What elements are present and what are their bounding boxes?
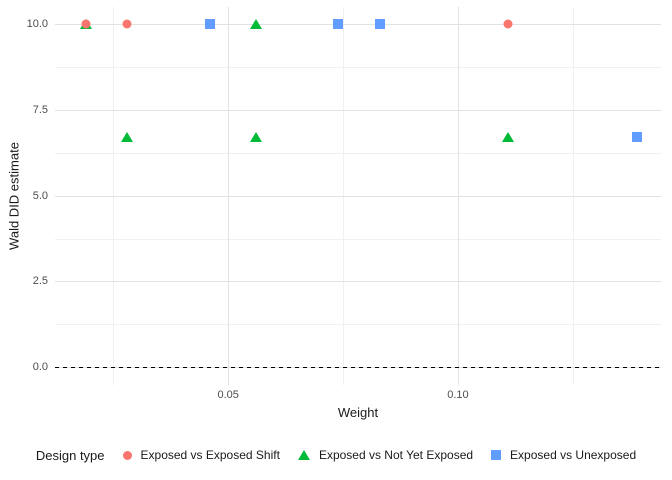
y-tick-label: 7.5 [32,103,48,116]
data-point-square [204,19,215,30]
y-tick-label: 5.0 [32,189,48,202]
x-tick-label: 0.05 [217,389,239,401]
circle-key-icon [122,450,132,460]
gridline-y-major [55,24,661,26]
legend-item-label: Exposed vs Exposed Shift [140,448,280,462]
x-axis-title: Weight [337,405,379,420]
square-key-icon [491,450,502,460]
data-point-triangle [502,132,515,143]
data-point-circle [503,19,513,29]
legend-item: Exposed vs Exposed Shift [122,448,280,462]
plot-panel [55,7,661,385]
legend-item-label: Exposed vs Not Yet Exposed [318,448,474,462]
legend-title: Design type [35,447,105,463]
legend-item: Exposed vs Unexposed [491,448,636,462]
data-point-square [333,19,344,30]
data-point-circle [122,19,132,29]
data-point-circle [81,19,91,29]
y-tick-label: 2.5 [32,275,48,288]
legend-item: Exposed vs Not Yet Exposed [297,448,474,462]
gridline-y-major [55,281,661,283]
zero-reference-line [55,367,661,369]
y-tick-label: 10.0 [26,18,48,31]
data-point-square [374,19,385,30]
gridline-y-major [55,109,661,111]
triangle-key-icon [297,450,310,460]
data-point-triangle [249,132,262,143]
x-tick-label: 0.10 [447,389,469,401]
data-point-triangle [121,132,134,143]
gridline-y-minor [55,324,661,326]
gridline-y-minor [55,67,661,69]
data-point-square [632,132,643,143]
gridline-y-major [55,195,661,197]
gridline-y-minor [55,152,661,154]
y-tick-label: 0.0 [32,361,48,374]
gridline-y-minor [55,238,661,240]
data-point-triangle [249,19,262,30]
legend: Design type Exposed vs Exposed Shift Expo… [0,442,672,468]
legend-item-label: Exposed vs Unexposed [510,448,637,462]
